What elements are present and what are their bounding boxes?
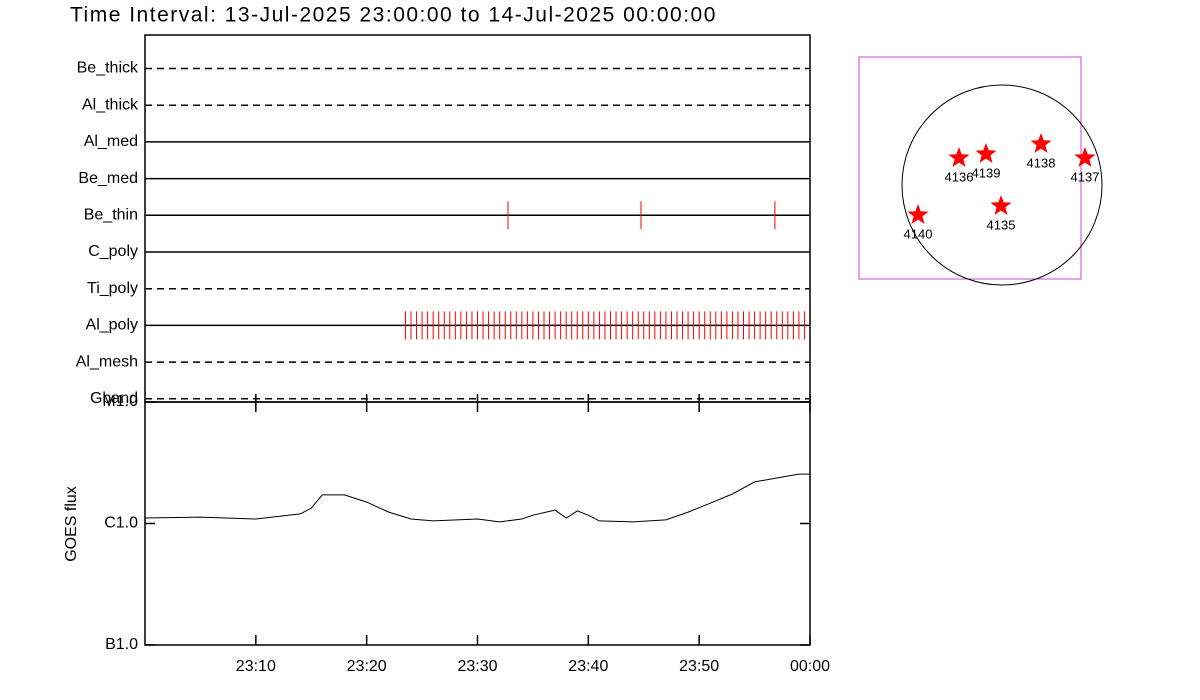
region-label: 4139	[972, 165, 1001, 180]
filter-label: C_poly	[88, 243, 138, 260]
x-tick-label: 23:40	[568, 658, 608, 675]
region-marker	[948, 147, 970, 167]
filter-label: Be_thick	[77, 60, 139, 77]
filter-label: Gband	[90, 390, 138, 407]
x-tick-label: 23:50	[679, 658, 719, 675]
filter-label: Al_thick	[82, 96, 139, 113]
region-label: 4140	[904, 226, 933, 241]
y-tick-label: C1.0	[104, 515, 138, 532]
filter-label: Al_poly	[86, 317, 138, 334]
x-tick-label: 23:20	[347, 658, 387, 675]
x-tick-label: 23:30	[457, 658, 497, 675]
goes-flux-line	[144, 473, 810, 523]
region-marker	[1030, 133, 1052, 153]
region-marker	[975, 143, 997, 163]
goes-panel-frame	[144, 401, 811, 646]
filter-panel-frame	[144, 34, 811, 403]
chart-title: Time Interval: 13-Jul-2025 23:00:00 to 1…	[70, 4, 717, 27]
region-label: 4136	[945, 169, 974, 184]
region-label: 4137	[1071, 169, 1100, 184]
y-tick-label: B1.0	[105, 636, 138, 653]
x-tick-label: 00:00	[790, 658, 830, 675]
filter-label: Ti_poly	[87, 280, 138, 297]
map-frame	[858, 56, 1082, 280]
region-marker	[1074, 147, 1096, 167]
region-marker	[907, 204, 929, 224]
region-marker	[990, 195, 1012, 215]
region-label: 4135	[987, 217, 1016, 232]
x-tick-label: 23:10	[236, 658, 276, 675]
filter-label: Al_mesh	[76, 353, 138, 370]
filter-label: Be_thin	[84, 207, 138, 224]
solar-disk	[901, 84, 1103, 286]
filter-label: Al_med	[84, 133, 138, 150]
y-tick-label: M1.0	[102, 393, 138, 410]
filter-label: Be_med	[78, 170, 138, 187]
region-label: 4138	[1027, 155, 1056, 170]
y-axis-label: GOES flux	[63, 486, 80, 562]
